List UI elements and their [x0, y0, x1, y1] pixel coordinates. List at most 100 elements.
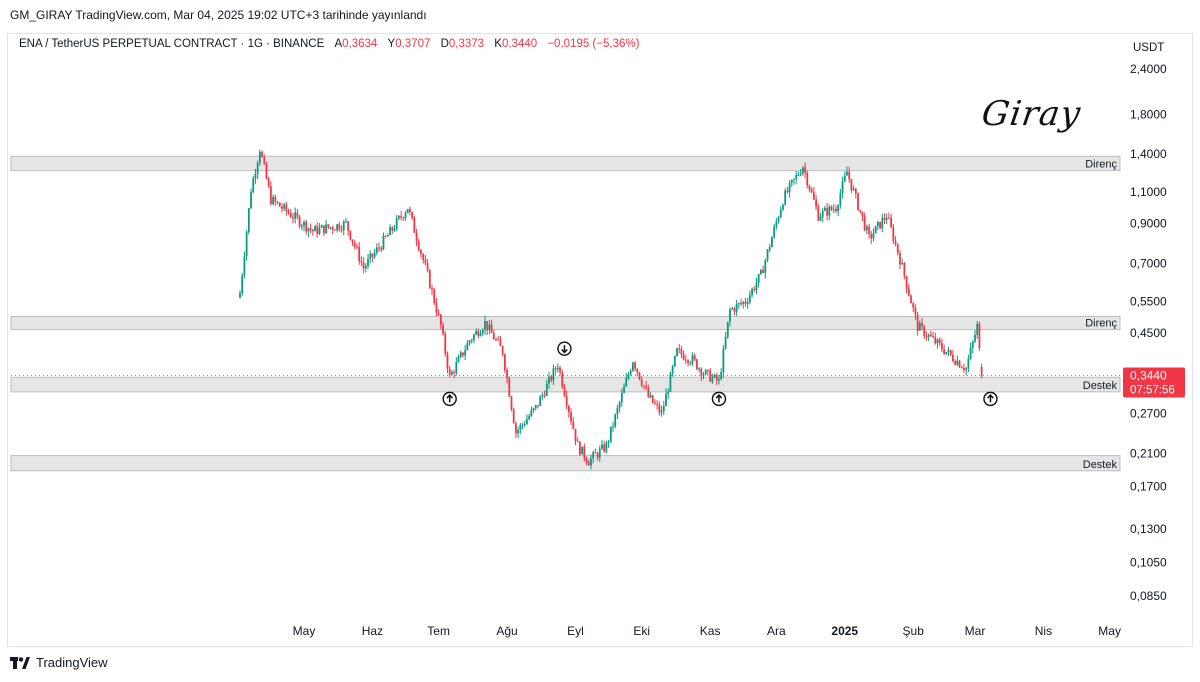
candle[interactable]	[517, 427, 520, 439]
candle[interactable]	[404, 210, 407, 221]
candle[interactable]	[905, 275, 908, 294]
candle[interactable]	[386, 233, 389, 237]
candle[interactable]	[369, 250, 372, 264]
candle[interactable]	[298, 214, 301, 229]
candle[interactable]	[744, 298, 747, 307]
candle[interactable]	[839, 188, 842, 209]
candle[interactable]	[654, 399, 656, 405]
candle[interactable]	[373, 249, 376, 259]
candle[interactable]	[320, 224, 323, 228]
candle[interactable]	[590, 454, 592, 470]
candle[interactable]	[773, 224, 776, 239]
candle[interactable]	[976, 320, 979, 339]
candle[interactable]	[462, 352, 464, 358]
candle[interactable]	[892, 223, 895, 245]
candle[interactable]	[779, 206, 782, 219]
candle[interactable]	[477, 328, 480, 339]
candle[interactable]	[247, 207, 250, 235]
candle[interactable]	[559, 365, 561, 376]
candle[interactable]	[790, 179, 793, 187]
candle[interactable]	[667, 388, 670, 400]
candle[interactable]	[548, 372, 550, 389]
candle[interactable]	[863, 212, 866, 232]
candle[interactable]	[751, 287, 753, 298]
candle[interactable]	[956, 355, 959, 367]
candle[interactable]	[952, 350, 954, 363]
time-axis[interactable]: May Haz Tem Ağu Eyl Eki Kas Ara 2025 Şub Mar Nis May	[293, 624, 1121, 638]
candle[interactable]	[775, 217, 778, 230]
candle[interactable]	[510, 395, 513, 412]
candle[interactable]	[960, 365, 963, 369]
candle[interactable]	[766, 249, 769, 263]
candle[interactable]	[929, 330, 932, 337]
candle[interactable]	[539, 394, 542, 407]
candle[interactable]	[795, 171, 798, 184]
candle[interactable]	[309, 223, 312, 234]
candle[interactable]	[817, 203, 820, 222]
candle[interactable]	[609, 426, 612, 444]
candle[interactable]	[499, 335, 502, 347]
candle[interactable]	[967, 354, 970, 373]
candle[interactable]	[349, 230, 352, 241]
candle[interactable]	[508, 376, 511, 398]
candle[interactable]	[974, 329, 976, 344]
candle[interactable]	[731, 306, 734, 311]
candle[interactable]	[680, 346, 683, 359]
candle[interactable]	[442, 321, 444, 336]
candle[interactable]	[623, 383, 625, 394]
candle[interactable]	[640, 376, 643, 388]
candle[interactable]	[799, 169, 802, 177]
candle[interactable]	[252, 175, 255, 194]
candle[interactable]	[523, 420, 526, 427]
symbol-title[interactable]: ENA / TetherUS PERPETUAL CONTRACT · 1G ·…	[19, 38, 325, 50]
candle[interactable]	[579, 440, 581, 457]
candle[interactable]	[700, 367, 703, 382]
candle[interactable]	[755, 277, 758, 295]
candle[interactable]	[691, 352, 694, 366]
candle[interactable]	[572, 416, 575, 430]
candle[interactable]	[364, 263, 367, 273]
candle[interactable]	[435, 298, 438, 317]
candle[interactable]	[874, 225, 877, 234]
candle[interactable]	[406, 208, 409, 214]
candle[interactable]	[422, 252, 425, 264]
candle[interactable]	[296, 209, 299, 220]
zone-2[interactable]: Destek	[10, 376, 1121, 393]
candle[interactable]	[876, 220, 879, 231]
candle[interactable]	[382, 232, 385, 251]
candle[interactable]	[426, 258, 429, 273]
candle[interactable]	[835, 204, 837, 214]
candle[interactable]	[954, 359, 957, 366]
candle[interactable]	[971, 340, 974, 354]
candle[interactable]	[824, 205, 826, 211]
candle[interactable]	[673, 355, 676, 368]
candle[interactable]	[837, 204, 840, 216]
candle[interactable]	[901, 258, 904, 265]
candle[interactable]	[806, 170, 809, 189]
candle[interactable]	[356, 243, 358, 250]
candle[interactable]	[316, 222, 319, 238]
candle[interactable]	[378, 242, 380, 252]
candle[interactable]	[322, 225, 325, 237]
candle[interactable]	[470, 338, 473, 344]
candle[interactable]	[885, 213, 888, 224]
candle[interactable]	[671, 364, 674, 377]
candle[interactable]	[916, 311, 919, 336]
candle[interactable]	[300, 223, 303, 231]
candle[interactable]	[625, 372, 628, 388]
candle[interactable]	[272, 194, 274, 206]
candle[interactable]	[258, 149, 261, 166]
candle[interactable]	[784, 188, 787, 206]
candle[interactable]	[910, 294, 912, 304]
candle[interactable]	[890, 213, 893, 229]
candle[interactable]	[585, 456, 588, 465]
candle[interactable]	[629, 368, 632, 376]
candle[interactable]	[433, 287, 436, 305]
candle[interactable]	[269, 181, 272, 206]
candle[interactable]	[645, 381, 648, 391]
candle[interactable]	[514, 421, 517, 438]
candle[interactable]	[294, 207, 297, 224]
candle[interactable]	[808, 184, 811, 193]
candle[interactable]	[512, 407, 515, 424]
candle[interactable]	[879, 221, 881, 230]
